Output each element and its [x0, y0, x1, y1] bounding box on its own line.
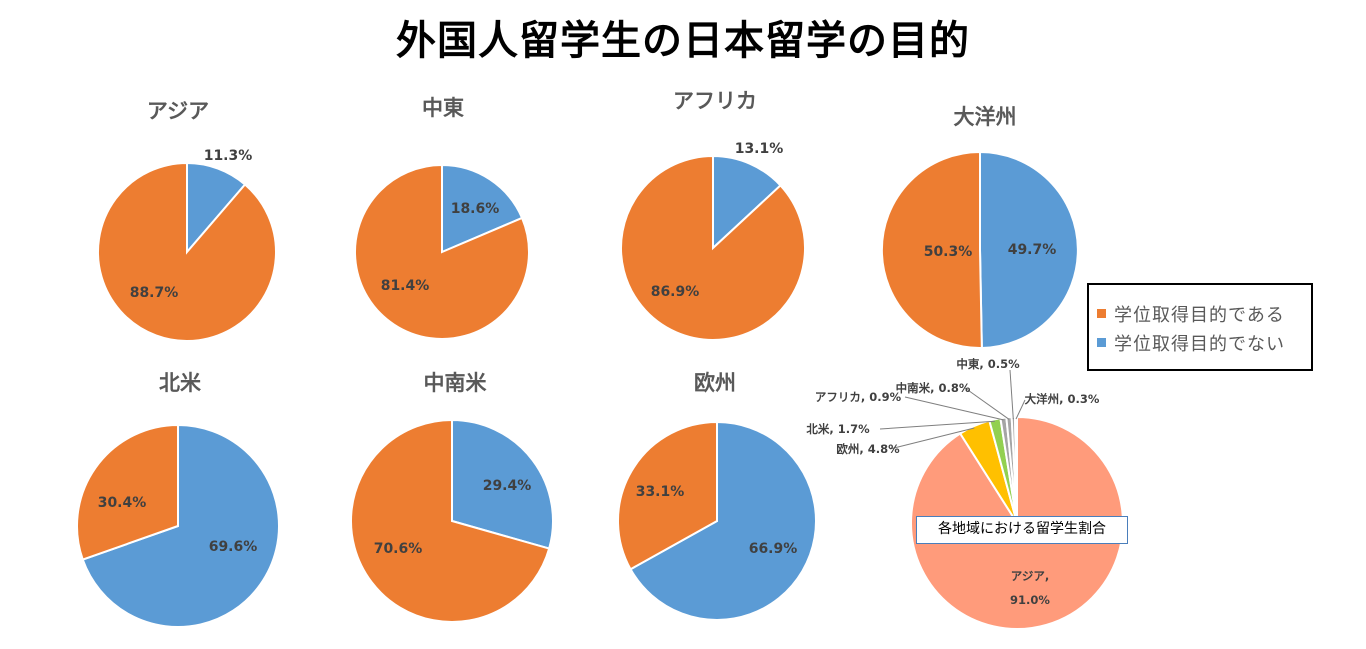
- pie-5-slice-non-degree: [451, 418, 554, 550]
- pie-4-label-degree: 30.4%: [98, 495, 147, 511]
- pie-5-label-degree: 70.6%: [374, 541, 423, 557]
- pie-6-label-non-degree: 66.9%: [749, 541, 798, 557]
- share-leader-europe: [889, 427, 975, 450]
- share-label-latin-america: 中南米, 0.8%: [896, 381, 971, 395]
- pie-4-title: 北米: [159, 371, 202, 395]
- pie-3-label-non-degree: 49.7%: [1008, 242, 1057, 258]
- pie-2-label-degree: 86.9%: [651, 284, 700, 300]
- share-leader-latin-america: [964, 387, 1010, 420]
- pie-0-label-degree: 88.7%: [130, 285, 179, 301]
- legend-label-non-degree: 学位取得目的でない: [1114, 333, 1285, 355]
- legend-swatch-degree: [1097, 309, 1106, 318]
- share-chart-title: 各地域における留学生割合: [916, 516, 1128, 544]
- legend-label-degree: 学位取得目的である: [1114, 304, 1285, 326]
- share-leader-middle-east: [1009, 369, 1014, 420]
- share-label-asia-name: アジア,: [1011, 569, 1049, 583]
- pie-1-slice-non-degree: [441, 163, 524, 254]
- pie-1-label-non-degree: 18.6%: [451, 201, 500, 217]
- share-label-oceania: 大洋州, 0.3%: [1025, 392, 1100, 406]
- pie-4-slice-degree: [76, 423, 179, 561]
- share-label-middle-east: 中東, 0.5%: [956, 357, 1020, 371]
- share-leader-africa: [904, 396, 1004, 421]
- pie-3-label-degree: 50.3%: [924, 244, 973, 260]
- pie-5-title: 中南米: [424, 371, 488, 395]
- pie-0-slice-degree: [96, 161, 277, 342]
- legend-swatch-non-degree: [1097, 338, 1106, 347]
- share-label-north-america: 北米, 1.7%: [806, 422, 870, 436]
- pie-1-label-degree: 81.4%: [381, 278, 430, 294]
- pie-4-label-non-degree: 69.6%: [209, 539, 258, 555]
- pie-3-slice-non-degree: [979, 150, 1079, 350]
- pie-2-label-non-degree: 13.1%: [735, 141, 784, 157]
- pie-6-slice-non-degree: [629, 420, 817, 621]
- pie-6-label-degree: 33.1%: [636, 484, 685, 500]
- share-label-asia-value: 91.0%: [1010, 593, 1050, 607]
- share-label-africa: アフリカ, 0.9%: [815, 390, 902, 404]
- pie-0-title: アジア: [147, 99, 209, 123]
- pie-6-slice-degree: [617, 420, 718, 571]
- pie-3-title: 大洋州: [954, 105, 1017, 129]
- main-title: 外国人留学生の日本留学の目的: [396, 18, 970, 64]
- share-leader-oceania: [1015, 399, 1026, 420]
- pie-2-slice-non-degree: [712, 154, 782, 251]
- pie-0-slice-non-degree: [186, 161, 247, 255]
- pie-5-label-non-degree: 29.4%: [483, 478, 532, 494]
- share-label-europe: 欧州, 4.8%: [836, 442, 900, 456]
- legend-item-non-degree: 学位取得目的でない: [1097, 328, 1311, 357]
- share-leader-north-america: [879, 420, 995, 430]
- pie-5-slice-degree: [350, 418, 551, 623]
- legend: 学位取得目的である 学位取得目的でない: [1087, 283, 1313, 371]
- pie-4-slice-non-degree: [81, 423, 281, 628]
- legend-item-degree: 学位取得目的である: [1097, 299, 1311, 328]
- pie-2-title: アフリカ: [673, 89, 757, 113]
- pie-6-title: 欧州: [694, 371, 736, 395]
- pie-0-label-non-degree: 11.3%: [204, 148, 253, 164]
- pie-3-slice-degree: [880, 150, 983, 349]
- pie-1-title: 中東: [422, 96, 464, 120]
- pie-2-slice-degree: [620, 154, 806, 341]
- pie-1-slice-degree: [354, 163, 530, 340]
